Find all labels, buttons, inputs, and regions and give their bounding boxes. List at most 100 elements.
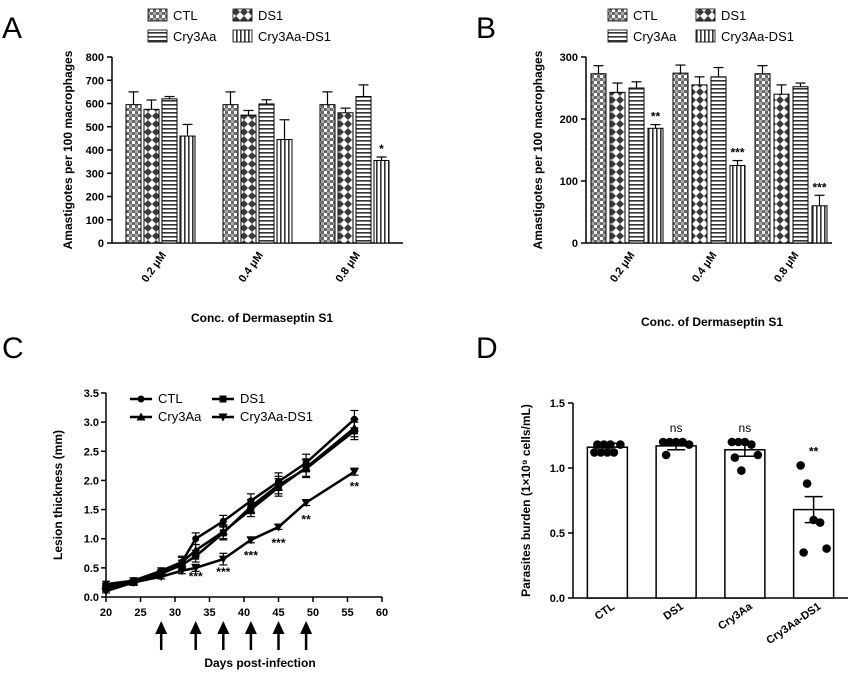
data-point [177,567,187,576]
data-point [684,440,694,449]
data-point [609,448,619,457]
data-point [301,499,311,508]
legend-label: DS1 [721,8,746,23]
data-point [246,536,256,545]
x-tick-label: 20 [100,607,112,619]
x-tick-label: CTL [593,600,618,622]
data-point [590,448,599,457]
data-point [802,479,812,488]
bar [724,449,766,599]
bar [729,165,746,244]
bar [373,159,390,244]
bar [628,87,645,244]
y-tick-label: 0.5 [550,528,565,540]
injection-arrow-head [272,621,285,634]
data-point [809,515,818,525]
x-tick-label: 45 [272,607,284,619]
legend-swatch [695,29,716,43]
bar [337,112,354,244]
data-point [753,450,763,460]
y-tick-label: 400 [86,145,104,157]
y-tick-label: 500 [86,122,104,134]
data-point [192,535,200,543]
y-tick-label: 3.5 [84,388,99,400]
x-tick-label: Cry3Aa [716,600,755,632]
y-tick-label: 0 [572,238,578,250]
significance-label: ** [350,479,360,493]
data-point [658,437,668,447]
legend-label: CTL [173,8,198,23]
bar [222,104,239,244]
legend-label: Cry3Aa [173,29,217,44]
legend-swatch [607,8,628,22]
chart-panel-a: 0 100 200 300 400 500 600 700 800 0.2 μM 0.4 μM 0.8… [61,8,403,325]
data-point [218,527,228,536]
panel-letter-a: A [2,12,22,45]
data-point [596,448,606,457]
data-point [678,437,687,447]
data-point [136,412,146,421]
bar [647,127,664,244]
y-tick-label: 300 [560,52,578,64]
x-tick-label: 35 [203,607,215,619]
legend-swatch [147,29,168,43]
legend-label: Cry3Aa-DS1 [721,29,794,44]
data-point [671,437,681,447]
data-point [616,440,625,449]
bar [811,205,828,244]
y-axis-title: Parasites burden (1×10⁹ cells/mL) [519,404,533,597]
data-point [747,440,756,449]
x-tick-label: 30 [169,607,181,619]
legend-label: Cry3Aa-DS1 [240,409,313,424]
legend-swatch [147,8,168,22]
injection-arrow-head [300,621,313,634]
chart-panel-d: 0.0 0.5 1.0 1.5 CTL DS1 Cry3Aa Cry3Aa-DS1 ns ns **… [519,398,848,647]
legend-label: Cry3Aa [158,409,202,424]
bar [355,96,372,244]
data-point [218,413,228,422]
injection-arrow-head [244,621,257,634]
data-point [737,466,746,475]
significance-label: *** [244,549,258,563]
data-point [349,468,359,477]
significance-label: *** [216,565,230,579]
data-point [815,518,825,527]
significance-label: *** [271,536,285,550]
x-axis-title: Days post-infection [204,656,315,670]
significance-label: *** [189,570,203,584]
data-point [191,564,201,573]
series-line [105,427,356,588]
x-axis-title: Conc. of Dermaseptin S1 [191,311,333,325]
y-tick-label: 0 [98,238,104,250]
bar [161,98,178,244]
legend-label: DS1 [258,8,283,23]
bar [586,446,629,599]
data-point [606,440,615,449]
bar [125,104,142,244]
data-point [177,557,187,566]
x-tick-label: 0.2 μM [139,250,168,285]
data-point [599,440,609,449]
bar [655,445,697,599]
data-point [349,423,359,432]
data-point [156,573,166,582]
y-tick-label: 800 [86,52,104,64]
legend-label: CTL [158,391,183,406]
significance-label: *** [812,180,826,194]
bar [691,84,708,244]
data-point [734,437,743,447]
x-tick-label: 55 [341,607,353,619]
chart-panel-c: 0.0 0.5 1.0 1.5 2.0 2.5 3.0 3.5 20 25 30 35 40 45 50 55… [51,388,388,670]
data-point [665,437,674,447]
y-tick-label: 300 [86,168,104,180]
y-tick-label: 1.5 [84,505,99,517]
bar [609,91,626,244]
y-tick-label: 2.5 [84,446,99,458]
data-point [730,453,740,462]
data-point [740,437,750,447]
bar [773,93,790,244]
x-tick-label: 25 [134,607,146,619]
y-tick-label: 1.0 [84,534,99,546]
significance-label: *** [730,146,744,160]
